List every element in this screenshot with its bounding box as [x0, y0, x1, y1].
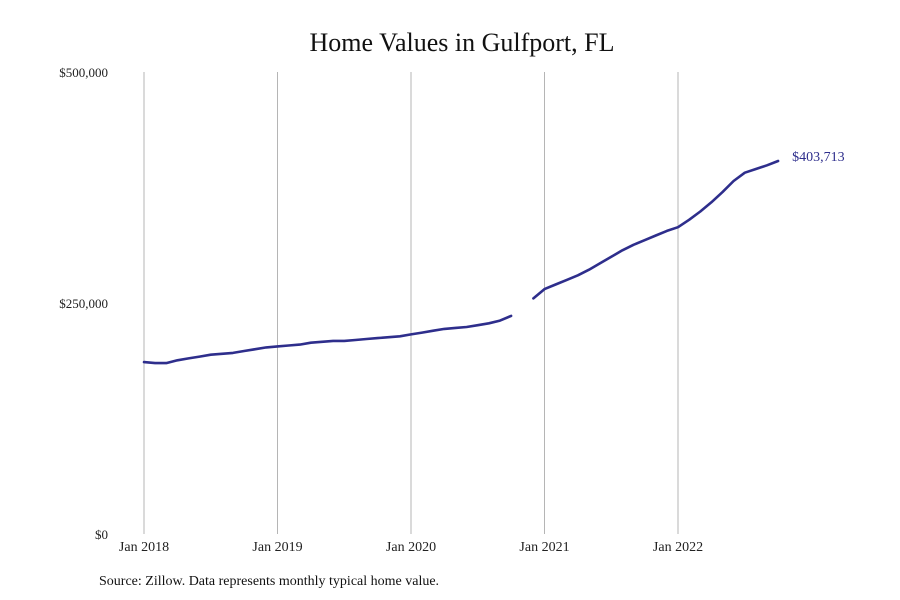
- data-point: [354, 339, 356, 341]
- data-point: [610, 256, 612, 258]
- data-point: [632, 244, 634, 246]
- data-point: [532, 297, 534, 299]
- data-point: [454, 327, 456, 329]
- data-point: [310, 342, 312, 344]
- chart-title: Home Values in Gulfport, FL: [310, 28, 615, 57]
- x-tick-label: Jan 2018: [119, 540, 169, 555]
- data-point: [666, 230, 668, 232]
- data-point: [165, 362, 167, 364]
- data-point: [210, 354, 212, 356]
- data-point: [543, 288, 545, 290]
- series-end-value-label: $403,713: [792, 150, 845, 165]
- data-point: [221, 353, 223, 355]
- data-point: [432, 330, 434, 332]
- vertical-gridlines: [143, 72, 679, 534]
- data-point: [332, 340, 334, 342]
- y-tick-label: $0: [95, 527, 108, 542]
- data-point: [443, 328, 445, 330]
- data-point: [554, 283, 556, 285]
- data-point: [621, 249, 623, 251]
- data-point: [755, 168, 757, 170]
- data-point: [388, 336, 390, 338]
- data-point: [254, 348, 256, 350]
- data-point: [677, 226, 679, 228]
- data-point: [154, 362, 156, 364]
- data-point: [721, 191, 723, 193]
- data-point: [376, 337, 378, 339]
- data-point: [777, 160, 779, 162]
- data-point: [321, 341, 323, 343]
- data-point: [198, 355, 200, 357]
- data-point: [365, 338, 367, 340]
- data-point: [577, 274, 579, 276]
- data-point: [710, 201, 712, 203]
- x-axis-tick-labels: Jan 2018 Jan 2019 Jan 2020 Jan 2021 Jan 2022: [119, 540, 703, 555]
- data-point: [421, 331, 423, 333]
- x-tick-label: Jan 2022: [653, 540, 703, 555]
- data-point: [187, 357, 189, 359]
- data-point: [465, 326, 467, 328]
- y-axis-tick-labels: $0 $250,000 $500,000: [59, 65, 108, 542]
- data-point: [766, 164, 768, 166]
- data-point: [176, 359, 178, 361]
- data-point: [488, 322, 490, 324]
- data-point: [655, 234, 657, 236]
- x-tick-label: Jan 2020: [386, 540, 436, 555]
- data-point: [510, 315, 512, 317]
- data-point: [499, 319, 501, 321]
- source-footnote: Source: Zillow. Data represents monthly …: [99, 574, 439, 589]
- series-line-segment: [142, 314, 513, 365]
- data-point: [299, 343, 301, 345]
- y-tick-label: $500,000: [59, 65, 108, 80]
- data-point: [287, 344, 289, 346]
- data-point: [410, 333, 412, 335]
- data-point: [265, 346, 267, 348]
- data-point: [744, 172, 746, 174]
- data-point: [699, 210, 701, 212]
- x-tick-label: Jan 2021: [519, 540, 569, 555]
- data-point: [732, 180, 734, 182]
- data-points: [143, 160, 780, 364]
- data-point: [477, 324, 479, 326]
- data-point: [243, 350, 245, 352]
- data-point: [232, 352, 234, 354]
- x-tick-label: Jan 2019: [252, 540, 302, 555]
- data-point: [276, 345, 278, 347]
- data-point: [643, 239, 645, 241]
- y-tick-label: $250,000: [59, 296, 108, 311]
- data-point: [399, 335, 401, 337]
- series-line-segment: [532, 159, 780, 300]
- data-point: [588, 269, 590, 271]
- data-point: [599, 262, 601, 264]
- data-point: [143, 361, 145, 363]
- data-point: [343, 340, 345, 342]
- series-line-group: [142, 159, 780, 365]
- data-point: [566, 279, 568, 281]
- data-point: [688, 219, 690, 221]
